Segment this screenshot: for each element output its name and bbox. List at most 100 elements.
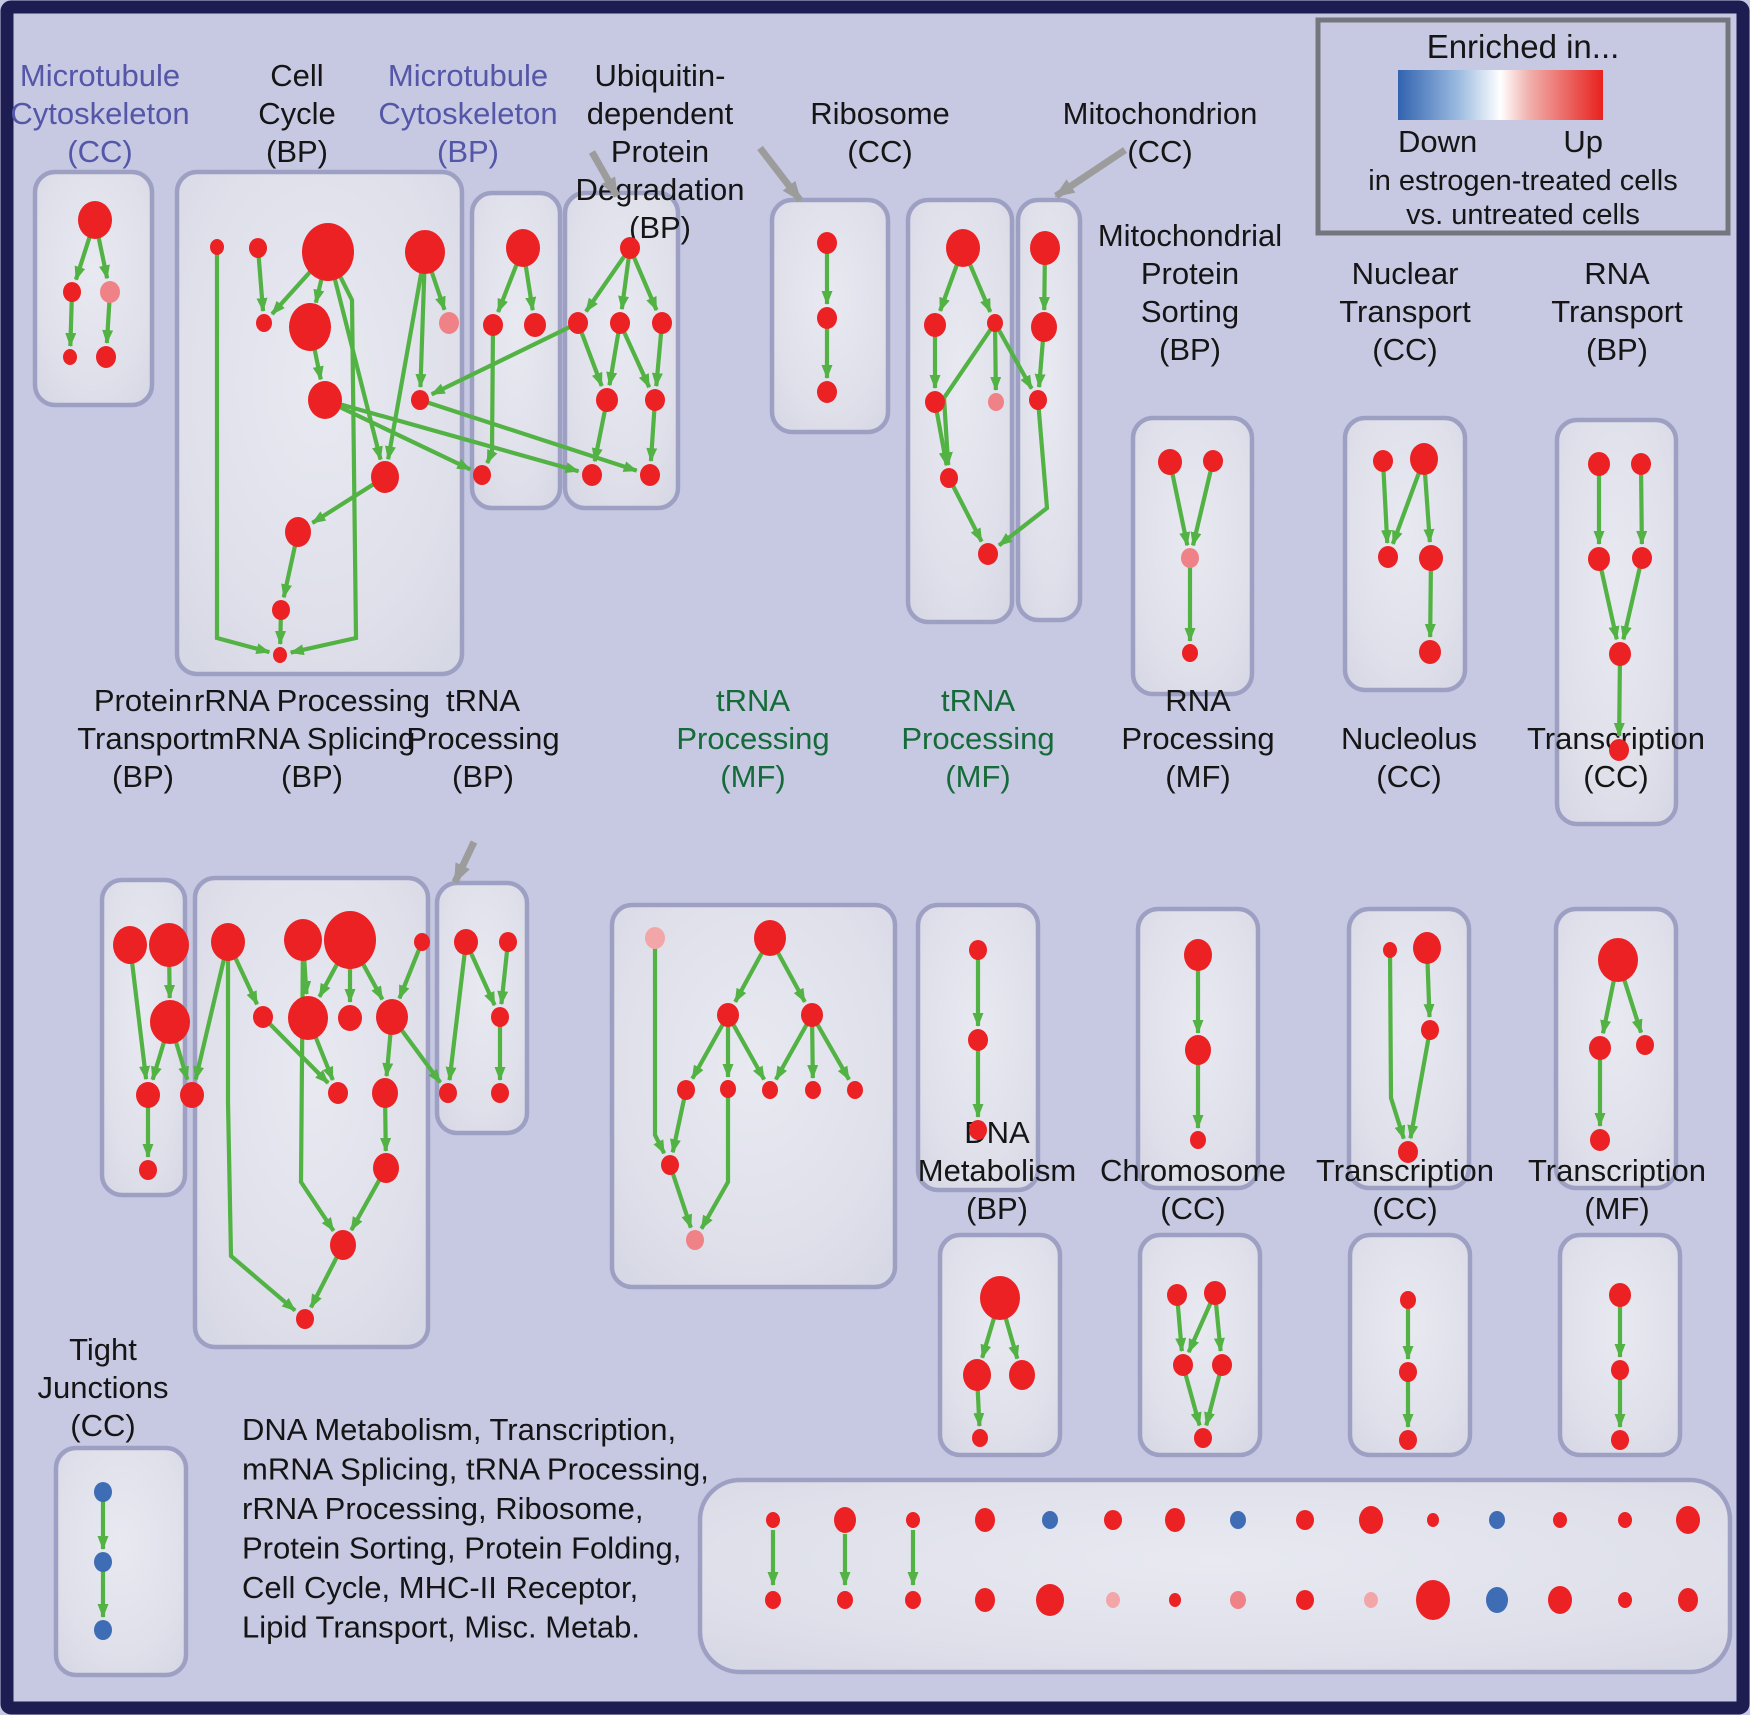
node-cc_n4: [405, 230, 445, 274]
label-line: Chromosome: [1100, 1153, 1286, 1188]
dot-bottom-col-15: [1678, 1588, 1698, 1612]
label-line: Transport: [77, 721, 209, 756]
label-line: (CC): [70, 1408, 135, 1443]
node-cc_n1: [210, 239, 224, 255]
node-ubn_v1: [817, 232, 837, 254]
dot-top-col-11: [1427, 1513, 1439, 1527]
misc-categories-line: rRNA Processing, Ribosome,: [242, 1491, 643, 1526]
label-line: (BP): [1159, 332, 1221, 367]
node-rib_r3: [987, 314, 1003, 332]
label-line: (CC): [1127, 134, 1192, 169]
label-line: Ribosome: [810, 96, 950, 131]
node-ubn_v2: [817, 307, 837, 329]
node-tm_c4: [805, 1081, 821, 1099]
node-rt_q1: [1588, 452, 1610, 476]
edge-tm_ml-tm_c1: [690, 1013, 730, 1080]
label-line: rRNA Processing: [194, 683, 430, 718]
node-cc_n11: [285, 517, 311, 547]
node-mtcc_a: [78, 201, 112, 239]
node-mit_t1: [1030, 231, 1060, 265]
box-trna-processing-mf-1: [609, 902, 898, 1290]
node-rr_v: [373, 1153, 399, 1183]
label-line: (CC): [67, 134, 132, 169]
label-line: Cytoskeleton: [10, 96, 189, 131]
node-tmf_g2: [1611, 1360, 1629, 1380]
dot-top-col-6: [1104, 1510, 1122, 1530]
edge-ubq_u2-cc_n9: [430, 321, 579, 397]
legend-context-line1: in estrogen-treated cells: [1368, 165, 1678, 197]
node-tj_j1: [94, 1482, 112, 1502]
label-line: Processing: [676, 721, 829, 756]
dot-top-col-1: [766, 1512, 780, 1528]
label-line: Metabolism: [918, 1153, 1077, 1188]
box-ubiquitin-degradation-bp-left: [562, 190, 681, 511]
node-rt_q3: [1588, 547, 1610, 571]
node-nu_y1: [1383, 942, 1397, 958]
dot-bottom-col-13: [1548, 1586, 1572, 1614]
node-tm_c3: [762, 1081, 778, 1099]
node-ubq_u1: [620, 237, 640, 259]
label-transcription-cc-low: Transcription(CC): [1316, 1153, 1494, 1226]
label-line: mRNA Splicing: [209, 721, 416, 756]
node-ubq_u3: [610, 312, 630, 334]
label-line: tRNA: [941, 683, 1015, 718]
node-rr_o: [328, 1082, 348, 1104]
node-t3_f1: [1400, 1291, 1416, 1309]
node-rr_h: [284, 919, 322, 961]
label-line: Transport: [1339, 294, 1471, 329]
label-nucleolus-cc: Nucleolus(CC): [1341, 721, 1477, 794]
edge-mps_s2-mps_s3: [1190, 460, 1216, 547]
node-tm_mr: [801, 1003, 823, 1027]
dot-bottom-col-3: [905, 1591, 921, 1609]
edge-nu_y1-nu_y4: [1387, 949, 1406, 1140]
node-tm_jn: [661, 1155, 679, 1175]
dot-bottom-col-9: [1296, 1590, 1314, 1610]
node-rp_x2: [1185, 1035, 1211, 1065]
node-ubq_u6: [645, 389, 665, 411]
edge-tb_q-tb_t: [445, 941, 469, 1082]
legend-up-label: Up: [1563, 124, 1603, 159]
gray-pointer-arrow-4: [451, 840, 478, 884]
legend-context-line2: vs. untreated cells: [1406, 199, 1640, 231]
box-rna-transport-bp: [1554, 417, 1679, 827]
edge-tm_mr-tm_c3: [774, 1013, 814, 1081]
edge-mps_s1-mps_s3: [1167, 461, 1191, 547]
dot-bottom-col-5: [1036, 1584, 1064, 1616]
edge-ubq_u1-ubq_u4: [628, 247, 659, 312]
node-rib_r4: [925, 391, 945, 413]
dot-bottom-col-4: [975, 1588, 995, 1612]
edge-mit_t3-rib_r7: [997, 399, 1050, 548]
node-ch_e3: [1173, 1354, 1193, 1376]
node-ch_e5: [1194, 1428, 1212, 1448]
edge-rt_q5-rt_q6: [1613, 653, 1625, 738]
label-line: Microtubule: [388, 58, 548, 93]
node-tmf_g3: [1611, 1430, 1629, 1450]
label-line: (BP): [629, 210, 691, 245]
node-mtcc_d: [63, 349, 77, 365]
label-line: (CC): [1372, 332, 1437, 367]
box-transcription-cc-mid: [1553, 906, 1679, 1191]
node-ch_e2: [1204, 1281, 1226, 1305]
misc-categories-line: Cell Cycle, MHC-II Receptor,: [242, 1570, 638, 1605]
label-line: (BP): [437, 134, 499, 169]
dot-top-col-8: [1230, 1511, 1246, 1529]
node-rr_i: [324, 911, 376, 969]
node-rt_q6: [1609, 739, 1629, 761]
node-rt_q5: [1609, 642, 1631, 666]
node-mtcc_b: [63, 282, 81, 302]
node-mps_s4: [1182, 644, 1198, 662]
label-line: Protein: [1141, 256, 1239, 291]
node-tm_c5: [847, 1081, 863, 1099]
node-rr_j: [414, 933, 430, 951]
edge-tm_ml-tm_c3: [726, 1013, 766, 1081]
edge-ubq_u3-ubq_u6: [618, 322, 652, 389]
node-dm_d2: [963, 1359, 991, 1391]
dot-top-col-3: [906, 1512, 920, 1528]
gray-pointer-arrow-2: [757, 145, 803, 203]
node-mtbp_m2: [483, 314, 503, 336]
